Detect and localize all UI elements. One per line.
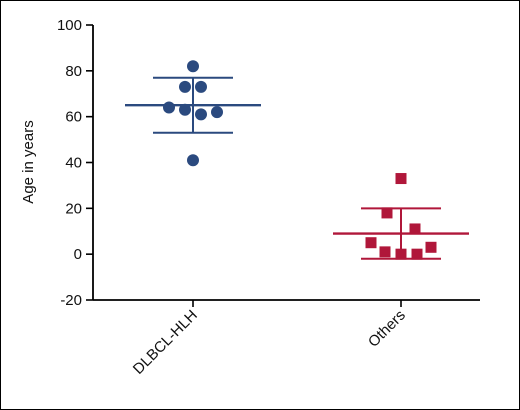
data-point — [195, 80, 207, 93]
y-tick-label: 80 — [65, 63, 82, 80]
data-point — [425, 241, 437, 253]
x-tick-label: DLBCL-HLH — [130, 307, 201, 378]
x-tick-label: Others — [365, 307, 409, 351]
y-tick-label: 40 — [65, 155, 82, 172]
y-tick-label: 20 — [65, 200, 82, 217]
data-point — [187, 60, 199, 73]
data-point — [395, 173, 407, 185]
data-marks — [125, 60, 469, 260]
data-point — [187, 154, 199, 167]
data-point — [179, 103, 191, 116]
y-tick-label: 60 — [65, 109, 82, 126]
data-point — [409, 223, 421, 235]
y-tick-label: 0 — [74, 246, 82, 263]
data-point — [379, 246, 391, 258]
data-point — [163, 101, 175, 114]
axes: -20 0 20 40 60 80 100 DLBCL-HLH Others — [57, 17, 480, 378]
y-tick-label: -20 — [60, 292, 82, 309]
data-point — [395, 248, 407, 260]
data-point — [211, 106, 223, 119]
data-point — [381, 207, 393, 219]
data-point — [179, 80, 191, 93]
series-others — [333, 173, 469, 260]
series-dlbcl-hlh — [125, 60, 261, 167]
data-point — [411, 248, 423, 260]
y-tick-label: 100 — [57, 17, 82, 34]
data-point — [365, 237, 377, 249]
y-axis-label: Age in years — [20, 120, 37, 203]
data-point — [195, 108, 207, 121]
